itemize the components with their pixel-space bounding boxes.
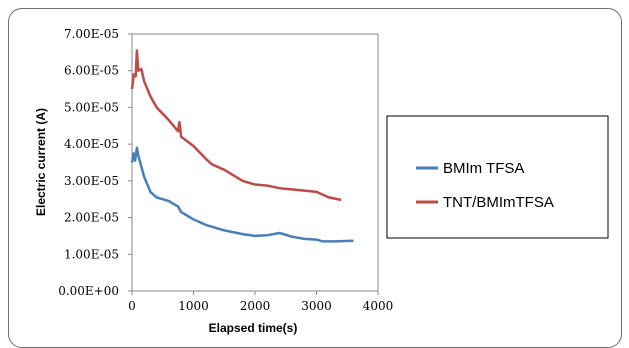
legend-label-bmim-tfsa: BMIm TFSA: [443, 160, 524, 177]
series-layer: [130, 49, 354, 243]
y-tick-label: 6.00E-05: [64, 64, 119, 78]
x-tick-label: 0: [128, 299, 136, 313]
y-tick-label: 5.00E-05: [64, 100, 119, 114]
y-tick-label: 0.00E+00: [58, 284, 119, 298]
line-chart: 0.00E+00 1.00E-05 2.00E-05 3.00E-05 4.00E-05…: [34, 27, 609, 335]
y-axis-ticks: 0.00E+00 1.00E-05 2.00E-05 3.00E-05 4.00E-05…: [58, 27, 132, 298]
y-tick-label: 1.00E-05: [64, 247, 119, 261]
x-tick-label: 2000: [240, 299, 271, 313]
legend-label-tnt-bmimtfsa: TNT/BMImTFSA: [443, 194, 554, 211]
x-tick-label: 1000: [178, 299, 209, 313]
y-tick-label: 4.00E-05: [64, 137, 119, 151]
y-tick-label: 3.00E-05: [64, 174, 119, 188]
x-axis-title: Elapsed time(s): [209, 321, 298, 335]
series-line-bmim-tfsa: [130, 146, 354, 243]
plot-area: [131, 33, 379, 292]
y-tick-label: 7.00E-05: [64, 27, 119, 41]
series-line-tnt-bmimtfsa: [130, 49, 342, 202]
legend: BMIm TFSA TNT/BMImTFSA: [386, 115, 609, 239]
x-tick-label: 3000: [301, 299, 332, 313]
y-axis-title: Electric current (A): [34, 108, 48, 216]
x-axis-ticks: 0 1000 2000 3000 4000: [128, 291, 393, 313]
legend-box: [386, 115, 609, 239]
x-tick-label: 4000: [363, 299, 394, 313]
y-tick-label: 2.00E-05: [64, 211, 119, 225]
